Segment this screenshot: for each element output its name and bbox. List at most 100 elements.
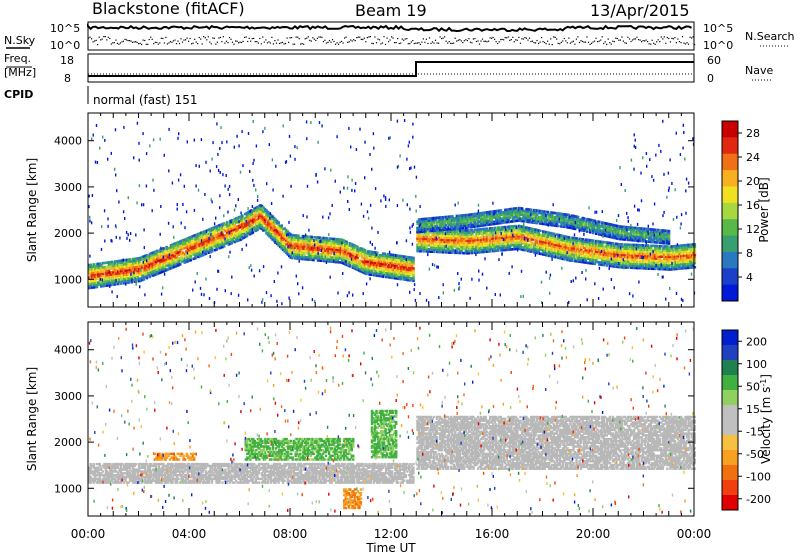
nsearch-point <box>538 42 540 45</box>
power-cell <box>122 279 126 283</box>
power-cell <box>153 255 156 258</box>
power-cell <box>191 237 194 240</box>
nsearch-point <box>103 36 105 38</box>
power-cell <box>245 218 249 221</box>
power-cell <box>115 280 118 284</box>
power-cell <box>330 256 333 259</box>
nsearch-point <box>650 43 652 45</box>
power-cell <box>171 255 174 259</box>
power-cell <box>135 271 138 275</box>
power-cell <box>245 211 249 215</box>
nsearch-point <box>672 38 674 40</box>
power-cell <box>375 253 379 257</box>
power-cell <box>121 275 124 279</box>
power-cell <box>121 280 124 283</box>
power-cell <box>354 257 358 260</box>
power-cell <box>294 242 297 246</box>
power-cell <box>357 260 361 264</box>
power-cell <box>239 234 243 237</box>
power-cell <box>325 239 329 242</box>
power-cell <box>201 247 205 251</box>
power-cell <box>148 275 152 279</box>
power-cell <box>197 234 200 238</box>
power-cell <box>165 245 168 249</box>
power-cell <box>210 247 214 251</box>
nsearch-point <box>415 42 417 44</box>
power-cell <box>94 275 97 279</box>
power-cell <box>112 279 115 282</box>
power-cell <box>301 247 305 250</box>
power-cell <box>138 279 141 283</box>
power-cell <box>292 234 296 237</box>
nsearch-point <box>542 41 544 43</box>
power-cell <box>336 244 340 247</box>
power-cell <box>175 262 179 265</box>
power-cell <box>251 218 255 222</box>
power-cell <box>222 236 226 240</box>
power-cell <box>228 242 232 246</box>
nsearch-point <box>571 41 573 43</box>
power-cell <box>183 255 186 258</box>
power-cell <box>104 284 108 287</box>
power-cell <box>374 263 377 267</box>
nsearch-point <box>218 37 220 39</box>
power-cell <box>324 253 327 257</box>
nsearch-point <box>397 38 399 40</box>
power-cell <box>333 256 336 260</box>
power-cell <box>274 237 277 240</box>
power-cell <box>351 251 355 255</box>
nsearch-point <box>154 41 156 43</box>
power-cell <box>116 270 120 273</box>
nsearch-point <box>521 38 523 40</box>
power-cell <box>297 240 300 244</box>
power-cell <box>122 259 126 262</box>
power-cell <box>372 265 376 269</box>
power-cell <box>300 236 303 240</box>
power-cell <box>98 270 102 274</box>
power-cell <box>124 279 127 283</box>
power-cell <box>215 244 218 247</box>
nsearch-point <box>530 40 532 43</box>
nsearch-point <box>669 41 671 43</box>
power-cell <box>178 248 182 252</box>
power-cell <box>274 218 277 221</box>
power-cell <box>189 238 193 241</box>
nsearch-point <box>506 37 508 39</box>
power-cell <box>228 225 232 229</box>
power-cell <box>163 259 167 262</box>
power-cell <box>256 214 259 217</box>
power-cell <box>272 227 276 230</box>
power-cell <box>222 243 226 246</box>
nsearch-point <box>648 43 650 45</box>
power-cell <box>333 239 336 243</box>
power-cell <box>201 243 205 246</box>
power-cell <box>313 252 317 256</box>
power-cell <box>159 269 162 272</box>
power-cell <box>330 247 333 251</box>
power-cell <box>312 258 315 262</box>
power-cell <box>128 266 132 270</box>
power-cell <box>148 265 152 268</box>
power-cell <box>294 234 297 237</box>
power-cell <box>325 251 329 255</box>
power-cell <box>203 238 206 242</box>
nsearch-point <box>689 36 691 38</box>
power-cell <box>331 252 335 255</box>
power-cell <box>162 270 165 273</box>
nsearch-point <box>357 36 359 38</box>
nsearch-point <box>169 41 171 43</box>
power-cell <box>228 228 232 231</box>
power-cell <box>136 259 140 262</box>
power-cell <box>298 257 302 260</box>
power-cell <box>206 229 209 232</box>
power-cell <box>575 237 578 240</box>
nsearch-point <box>331 39 334 41</box>
power-cell <box>286 249 290 252</box>
power-cell <box>210 231 214 234</box>
power-cell <box>107 271 111 275</box>
power-cell <box>341 259 344 262</box>
nsearch-point <box>389 39 391 41</box>
power-cell <box>321 238 324 242</box>
power-cell <box>342 262 346 265</box>
power-cell <box>277 244 280 247</box>
